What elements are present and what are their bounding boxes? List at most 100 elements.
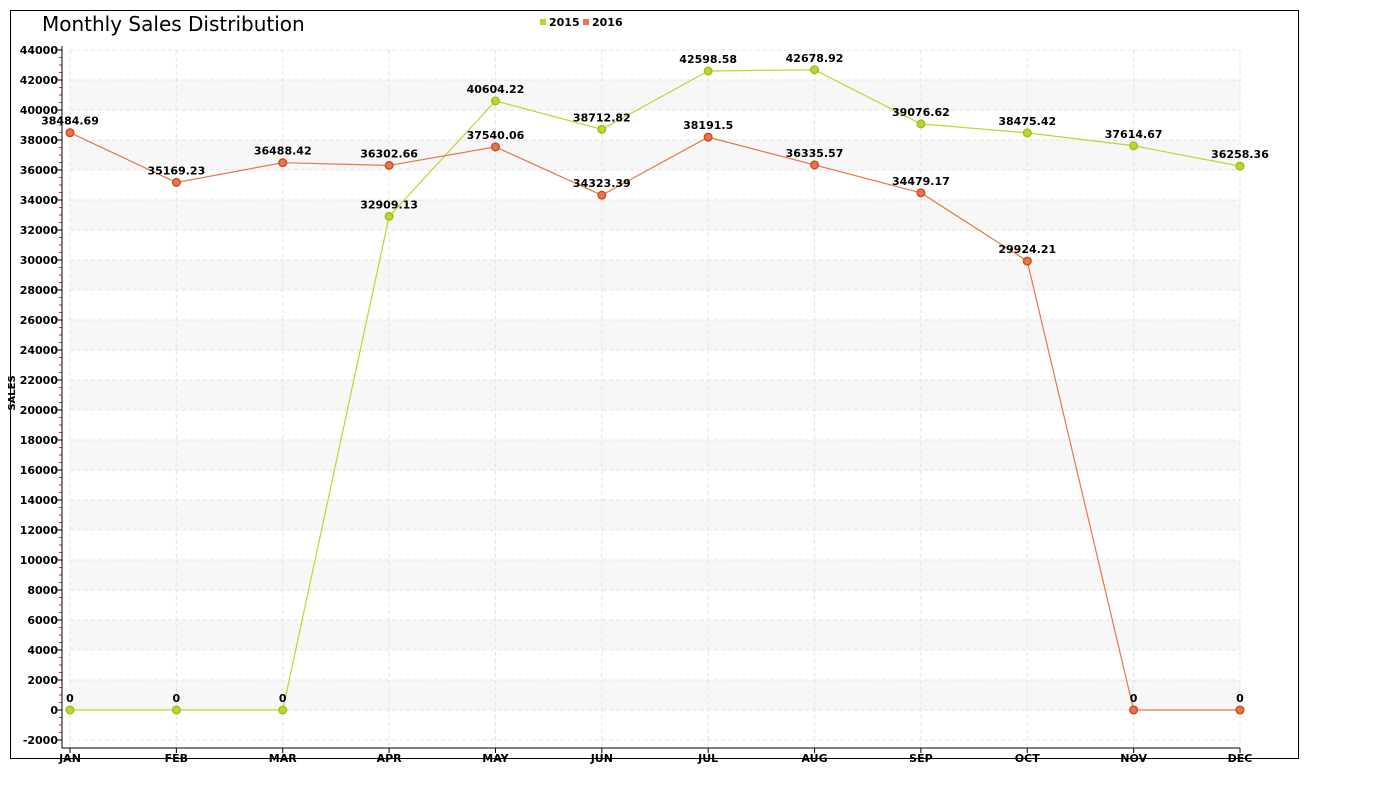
series-line-2016 (69, 132, 1240, 711)
y-tick-label: 32000 (20, 224, 59, 237)
data-point-2015[interactable] (703, 66, 713, 76)
y-tick-label: 14000 (20, 494, 59, 507)
y-tick-label: 18000 (20, 434, 59, 447)
data-label-2015: 38712.82 (573, 111, 631, 124)
data-points (65, 65, 1245, 715)
x-tick-label: JUL (697, 752, 718, 765)
x-tick-label: FEB (165, 752, 188, 765)
data-point-2015[interactable] (490, 96, 501, 106)
data-label-2015: 36258.36 (1211, 148, 1269, 161)
x-tick-label: OCT (1015, 752, 1040, 765)
x-tick-label: NOV (1120, 752, 1147, 765)
data-label-2016: 38484.69 (41, 115, 99, 128)
y-tick-label: 24000 (20, 344, 59, 357)
y-tick-label: 30000 (20, 254, 59, 267)
data-point-2016[interactable] (65, 128, 75, 138)
data-point-2016[interactable] (1022, 256, 1032, 266)
data-point-2016[interactable] (384, 160, 394, 171)
x-tick-label: DEC (1228, 752, 1253, 765)
data-point-2015[interactable] (278, 705, 288, 715)
y-tick-label: 34000 (20, 194, 59, 207)
legend-label-2016[interactable]: 2016 (592, 16, 623, 29)
plot-band (70, 440, 1240, 470)
data-point-2016[interactable] (1129, 705, 1139, 715)
y-tick-label: 40000 (20, 104, 59, 117)
data-point-2016[interactable] (1235, 705, 1245, 715)
y-tick-label: 26000 (20, 314, 59, 327)
plot-band (70, 620, 1240, 650)
y-tick-label: 12000 (20, 524, 59, 537)
data-label-2015: 38475.42 (998, 115, 1056, 128)
data-label-2015: 39076.62 (892, 106, 950, 119)
plot-band (70, 260, 1240, 290)
plot-band (70, 200, 1240, 230)
plot-band (70, 80, 1240, 110)
x-tick-label: SEP (909, 752, 933, 765)
data-point-2015[interactable] (65, 705, 75, 715)
x-tick-label: MAY (482, 752, 509, 765)
data-point-2016[interactable] (703, 132, 713, 142)
data-label-2015: 37614.67 (1105, 128, 1163, 141)
x-tick-label: AUG (801, 752, 827, 765)
data-label-2015: 42598.58 (679, 53, 737, 66)
data-label-2016: 34323.39 (573, 177, 631, 190)
data-label-2016: 36488.42 (254, 145, 312, 158)
x-tick-label: JUN (590, 752, 613, 765)
y-tick-label: -2000 (23, 734, 59, 747)
data-label-2016: 36302.66 (360, 147, 418, 160)
legend-swatch-2016 (583, 19, 589, 25)
plot-band (70, 500, 1240, 530)
data-point-2015[interactable] (916, 119, 926, 129)
data-label-2016: 0 (1236, 692, 1244, 705)
plot-band (70, 560, 1240, 590)
legend-label-2015[interactable]: 2015 (549, 16, 580, 29)
data-point-2016[interactable] (809, 160, 820, 170)
data-label-2016: 0 (1130, 692, 1138, 705)
series-lines (69, 69, 1241, 711)
data-label-2015: 0 (66, 692, 74, 705)
y-axis-label: SALES (7, 375, 18, 410)
data-point-2016[interactable] (278, 158, 288, 168)
data-label-2015: 42678.92 (786, 52, 844, 65)
axes: -2000 0 2000 4000 6000 8000 10000 12000 14000 160… (20, 44, 1253, 765)
data-point-2016[interactable] (490, 142, 501, 152)
y-tick-label: 0 (50, 704, 58, 717)
y-tick-label: 8000 (27, 584, 58, 597)
data-point-2015[interactable] (1022, 128, 1032, 138)
data-label-2016: 34479.17 (892, 175, 950, 188)
y-tick-label: 36000 (20, 164, 59, 177)
x-tick-label: MAR (269, 752, 297, 765)
plot-band (70, 380, 1240, 410)
plot-bands (70, 80, 1240, 710)
data-point-2015[interactable] (597, 124, 607, 134)
legend-swatch-2015 (540, 19, 546, 25)
plot-band (70, 140, 1240, 170)
y-tick-label: 22000 (20, 374, 59, 387)
data-point-2016[interactable] (171, 177, 181, 188)
y-tick-label: 44000 (20, 44, 59, 57)
chart-title: Monthly Sales Distribution (42, 12, 305, 36)
data-label-2015: 0 (173, 692, 181, 705)
data-label-2016: 29924.21 (998, 243, 1056, 256)
y-tick-label: 42000 (20, 74, 59, 87)
y-tick-label: 16000 (20, 464, 59, 477)
data-label-2015: 40604.22 (467, 83, 525, 96)
data-point-2016[interactable] (916, 188, 926, 198)
data-label-2016: 36335.57 (786, 147, 844, 160)
y-tick-label: 10000 (20, 554, 59, 567)
data-point-2015[interactable] (384, 211, 394, 221)
data-point-2015[interactable] (809, 65, 820, 75)
data-label-2016: 37540.06 (467, 129, 525, 142)
series-line-2015 (70, 69, 1241, 711)
y-tick-label: 38000 (20, 134, 59, 147)
data-point-2015[interactable] (171, 705, 181, 715)
data-point-2015[interactable] (1235, 161, 1245, 171)
legend: 2015 2016 (540, 16, 623, 29)
data-point-2016[interactable] (597, 190, 607, 200)
data-label-2016: 38191.5 (683, 119, 733, 132)
data-point-2015[interactable] (1129, 141, 1139, 151)
data-label-2015: 0 (279, 692, 287, 705)
y-tick-label: 28000 (20, 284, 59, 297)
x-tick-label: APR (377, 752, 403, 765)
